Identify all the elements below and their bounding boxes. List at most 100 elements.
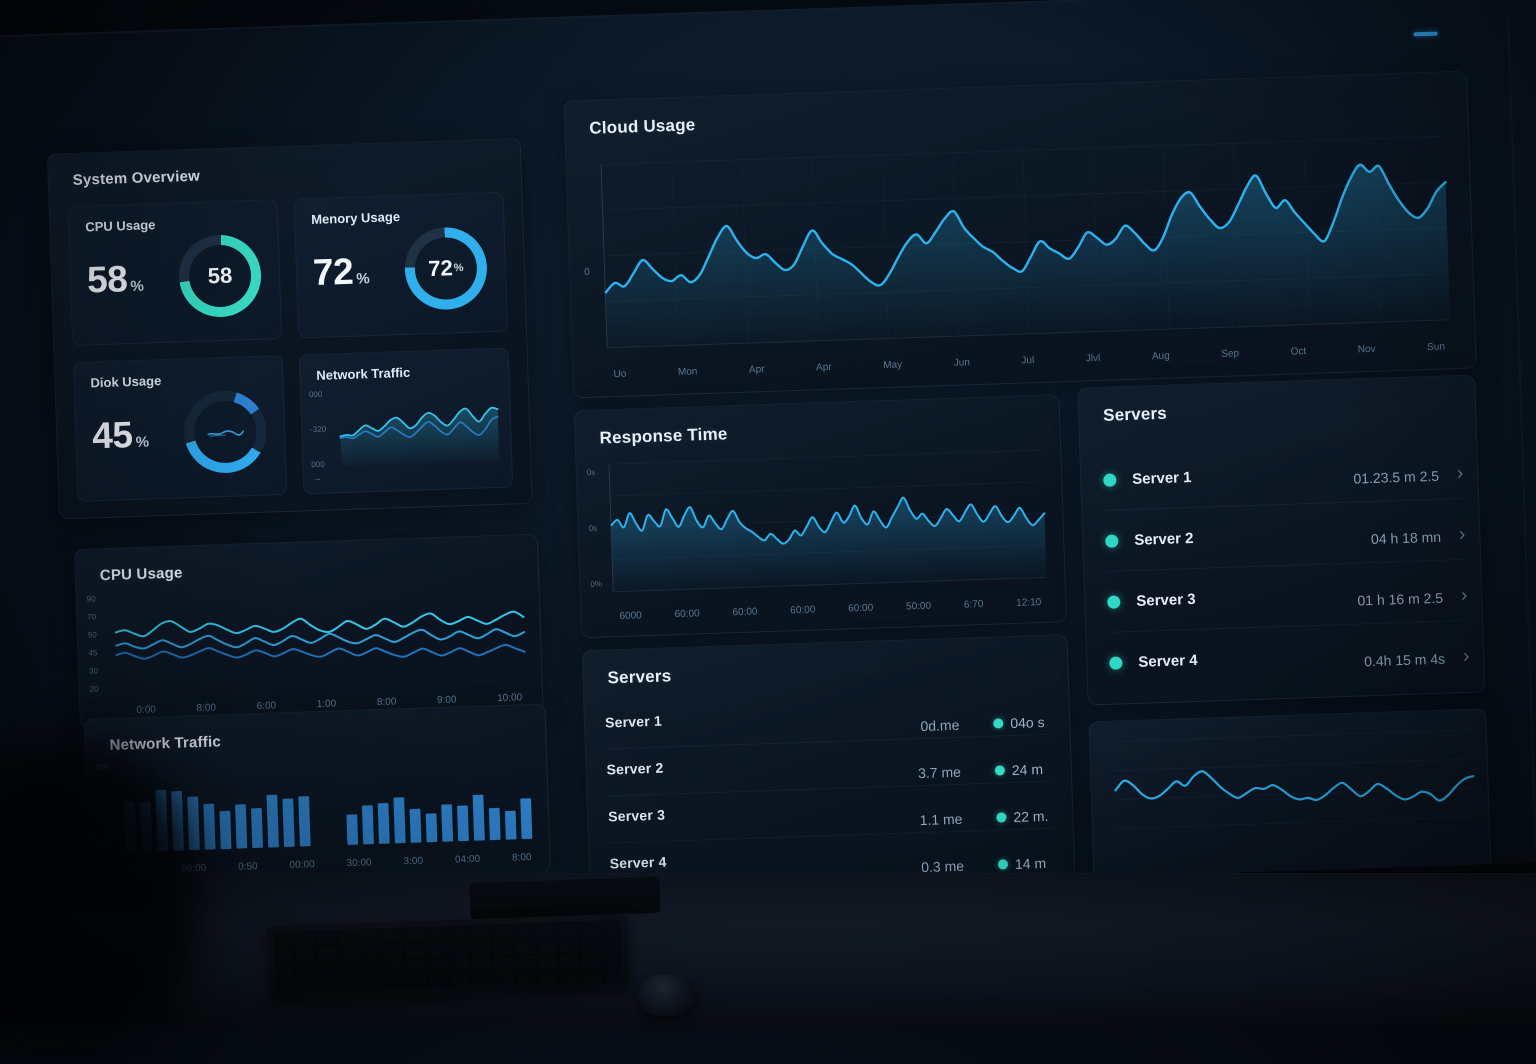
server-uptime: 0.4h 15 m 4s [1363,650,1446,670]
status-dot-icon [994,765,1006,776]
server-name: Server 1 [1131,468,1192,488]
cpu-gauge-value: 58 [207,262,233,289]
cpu-value: 58 [86,258,128,301]
chevron-right-icon[interactable]: › [1458,523,1466,546]
network-mini-y-axis: 000 -320 000 [308,389,328,469]
server-name: Server 3 [607,806,666,825]
chevron-right-icon[interactable]: › [1462,645,1470,668]
cloud-chart-area [600,136,1451,349]
x-tick-label: Nov [1357,343,1376,356]
x-tick-label: Jul [1021,355,1035,367]
status-dot-icon [996,812,1007,823]
y-tick-label: 0% [590,579,603,589]
disk-sparkline-icon [193,400,257,464]
minimize-icon[interactable] [1413,31,1438,37]
x-tick-label: Jun [953,357,971,369]
memory-value: 72 [312,250,354,294]
x-tick-label: 50:00 [905,600,932,613]
cloud-usage-title: Cloud Usage [589,115,696,138]
servers-table-rows: Server 1 0d.me 04o s Server 2 3.7 me 24 m … [604,687,1054,883]
x-tick-label: 60:00 [848,602,874,615]
disk-metric: 45 % [92,414,150,458]
disk-unit: % [135,433,150,451]
online-dot-icon [1107,594,1121,609]
y-tick-label: 50 [87,630,97,640]
monitor-stand [469,876,661,920]
cloud-usage-chart [602,136,1451,348]
disk-usage-card: Diok Usage 45 % [72,355,288,502]
x-tick-label: 60:00 [732,606,758,619]
chevron-right-icon[interactable]: › [1456,462,1464,485]
x-tick-label: Apr [748,364,765,376]
x-tick-label: Sun [1426,341,1446,354]
y-tick-label: 000 [308,389,323,400]
disk-gauge [182,389,268,475]
server-list-item[interactable]: Server 4 0.4h 15 m 4s › [1108,621,1470,693]
right-trend-chart [1114,730,1476,858]
memory-card-label: Menory Usage [310,209,401,227]
servers-list-panel: Servers Server 1 01.23.5 m 2.5 › Server … [1077,374,1486,706]
response-y-axis: 0s 0s 0% [586,467,603,589]
cpu-metric: 58 % [86,258,144,302]
y-tick-label: 0s [586,467,596,478]
network-traffic-card: Network Traffic 000 -320 000 → [298,347,514,495]
server-name: Server 4 [609,853,667,872]
memory-gauge: 72% [403,226,489,311]
arrow-right-icon: → [312,472,322,484]
x-tick-label: Mon [677,366,698,378]
x-tick-label: Uo [613,368,627,381]
disk-value: 45 [91,414,134,457]
cpu-trend-chart-area [115,583,526,690]
mouse-silhouette [638,974,696,1016]
x-tick-label: Sep [1221,348,1240,360]
online-dot-icon [1109,655,1123,670]
cpu-unit: % [130,277,145,296]
x-tick-label: 12:10 [1016,597,1042,609]
desk-surface [0,873,1536,1024]
online-dot-icon [1103,472,1117,487]
chair-silhouette [0,744,200,1064]
y-tick-label: 0s [588,523,598,533]
x-tick-label: 6:70 [963,598,984,611]
x-tick-label: 10:00 [496,692,523,705]
cpu-card-label: CPU Usage [85,217,156,235]
server-status: 24 m [1011,761,1044,779]
x-tick-label: 3:00 [403,855,424,868]
cloud-y-zero-label: 0 [583,266,590,278]
response-time-panel: Response Time 0s 0s 0% 6000 60:00 60:00 60:00… [573,394,1067,639]
response-time-title: Response Time [599,424,728,448]
memory-gauge-value: 72 [427,255,454,282]
x-tick-label: May [883,359,903,372]
server-name: Server 3 [1136,590,1196,610]
x-tick-label: 6000 [619,610,642,622]
x-tick-label: 8:00 [511,852,532,864]
server-status: 14 m [1014,854,1047,873]
servers-list-rows: Server 1 01.23.5 m 2.5 › Server 2 04 h 1… [1102,437,1470,696]
y-tick-label: 70 [87,612,97,622]
server-uptime: 04 h 18 mn [1370,528,1442,548]
x-tick-label: Apr [815,361,832,374]
x-tick-label: 60:00 [674,608,700,621]
server-latency: 0d.me [920,716,960,735]
servers-list-title: Servers [1102,403,1168,425]
memory-gauge-unit: % [453,261,464,275]
server-latency: 3.7 me [917,763,962,782]
server-status: 04o s [1010,713,1045,732]
network-bars-title: Network Traffic [109,733,222,754]
x-tick-label: 30:00 [346,857,372,870]
x-tick-label: 00:00 [289,859,315,872]
cpu-gauge: 58 [177,233,263,319]
x-tick-label: Aug [1151,350,1170,363]
x-tick-label: 9:00 [436,694,457,707]
x-tick-label: 6:00 [256,700,277,713]
x-tick-label: 0:00 [136,704,157,717]
status-dot-icon [993,718,1004,729]
x-tick-label: Oct [1290,346,1307,358]
x-tick-label: 8:00 [376,696,397,709]
cpu-usage-card: CPU Usage 58 % 58 [67,199,283,346]
response-x-axis: 6000 60:00 60:00 60:00 60:00 50:00 6:70 12:10 [619,597,1041,622]
y-tick-label: 20 [89,684,99,694]
y-tick-label: 90 [86,594,96,604]
chevron-right-icon[interactable]: › [1460,584,1468,607]
server-name: Server 2 [1134,529,1194,549]
